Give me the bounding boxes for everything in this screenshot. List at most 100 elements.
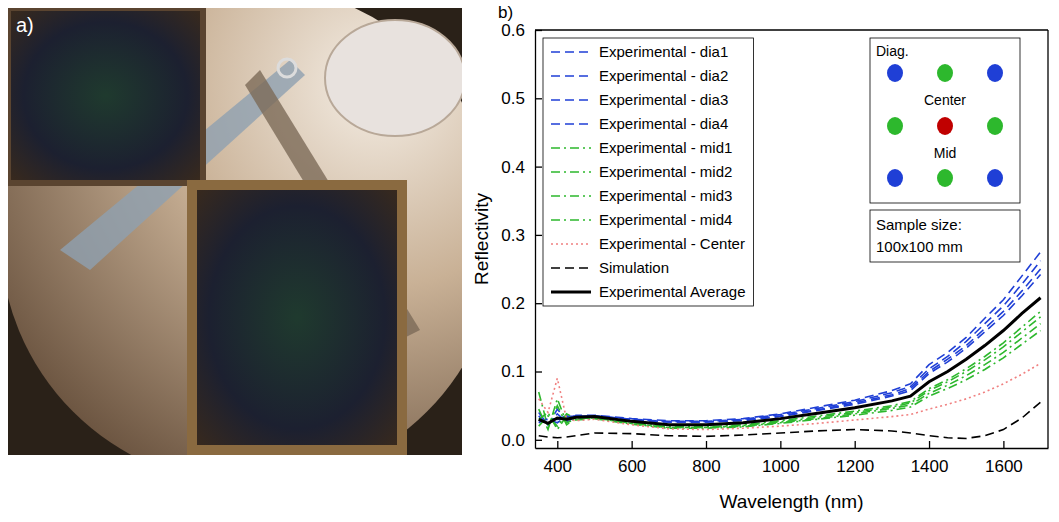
legend-label: Experimental - Center	[599, 235, 745, 252]
x-tick-mark	[632, 441, 633, 448]
x-tick-mark	[929, 441, 930, 448]
legend-swatch	[551, 291, 591, 294]
inset: Diag. Center Mid Sample size: 100x100 mm	[870, 38, 1020, 262]
x-tick-mark	[557, 441, 558, 448]
x-tick-label: 1600	[985, 457, 1023, 476]
position-dot	[937, 169, 953, 187]
y-tick: 0.5	[501, 89, 542, 108]
screw	[278, 59, 296, 77]
x-tick-label: 400	[544, 457, 572, 476]
chamber-plate	[8, 8, 462, 455]
legend-swatch	[551, 267, 591, 269]
photo-panel	[8, 8, 462, 455]
position-dot	[887, 169, 903, 187]
legend-swatch	[551, 219, 591, 221]
legend-swatch	[551, 147, 591, 149]
x-tick-mark	[706, 441, 707, 448]
y-tick: 0.3	[501, 226, 542, 245]
y-axis-title: Reflectivity	[471, 193, 492, 285]
legend-label: Experimental - mid3	[599, 187, 732, 204]
y-axis-line	[535, 31, 536, 449]
position-dot	[987, 64, 1003, 82]
y-tick-label: 0.4	[501, 158, 525, 177]
x-tick-label: 600	[618, 457, 646, 476]
legend-label: Experimental - dia1	[599, 43, 728, 60]
x-tick-mark	[780, 441, 781, 448]
x-axis-line	[536, 448, 1049, 449]
y-tick-mark	[535, 98, 542, 99]
x-tick-label: 1200	[836, 457, 874, 476]
panel-label: b)	[498, 3, 513, 22]
x-tick: 1200	[836, 441, 874, 476]
plot-frame	[1047, 30, 1048, 448]
legend-swatch	[551, 75, 591, 77]
sample-size-box	[870, 210, 1020, 262]
position-dot	[937, 64, 953, 82]
sample-large	[192, 185, 402, 450]
legend-label: Experimental - mid4	[599, 211, 732, 228]
position-dot	[987, 117, 1003, 135]
target-disc	[325, 20, 462, 136]
x-tick: 400	[544, 441, 572, 476]
y-tick-label: 0.0	[501, 431, 525, 450]
x-tick-mark	[1003, 441, 1004, 448]
y-tick-mark	[535, 303, 542, 304]
series-line	[539, 269, 1041, 425]
series-line	[539, 275, 1041, 423]
x-tick: 800	[692, 441, 720, 476]
figure: a)40060080010001200140016000.00.10.20.30…	[0, 0, 1059, 522]
inset-label: Center	[924, 92, 966, 108]
x-tick-label: 1400	[911, 457, 949, 476]
x-axis-title: Wavelength (nm)	[720, 491, 864, 512]
plot-frame	[535, 29, 1048, 30]
legend-label: Experimental - mid2	[599, 163, 732, 180]
position-dot	[887, 64, 903, 82]
y-tick-mark	[535, 440, 542, 441]
legend-swatch	[551, 51, 591, 53]
y-tick-label: 0.6	[501, 21, 525, 40]
series-line	[539, 298, 1041, 425]
y-tick-label: 0.5	[501, 89, 525, 108]
y-axis: 0.0 0.1 0.2 0.3 0.4 0.5 0.6	[501, 21, 542, 450]
legend-label: Experimental Average	[599, 283, 745, 300]
y-tick-mark	[535, 371, 542, 372]
sample-size-label: Sample size:	[876, 216, 962, 233]
y-tick-label: 0.1	[501, 362, 525, 381]
x-tick-label: 800	[692, 457, 720, 476]
y-tick: 0.1	[501, 362, 542, 381]
series-line	[539, 331, 1041, 430]
x-tick-mark	[855, 441, 856, 448]
x-tick: 600	[618, 441, 646, 476]
legend-label: Experimental - mid1	[599, 139, 732, 156]
inset-box	[870, 38, 1020, 203]
legend-swatch	[551, 243, 591, 245]
series-line	[539, 317, 1041, 428]
x-axis: 400 600 800 1000 1200 1400 1600	[536, 441, 1049, 476]
series-line	[539, 324, 1041, 428]
inset-label: Mid	[934, 145, 957, 161]
y-tick-label: 0.2	[501, 294, 525, 313]
y-tick-label: 0.3	[501, 226, 525, 245]
legend-swatch	[551, 195, 591, 197]
y-tick: 0.0	[501, 431, 542, 450]
y-tick: 0.4	[501, 158, 542, 177]
plot-background	[535, 30, 1048, 448]
x-tick-label: 1000	[762, 457, 800, 476]
x-tick: 1600	[985, 441, 1023, 476]
legend: Experimental - dia1 Experimental - dia2 Ex…	[543, 38, 753, 306]
sample-size-label: 100x100 mm	[876, 238, 963, 255]
legend-label: Experimental - dia4	[599, 115, 728, 132]
legend-label: Experimental - dia2	[599, 67, 728, 84]
x-tick: 1400	[911, 441, 949, 476]
y-tick-mark	[535, 166, 542, 167]
legend-label: Simulation	[599, 259, 669, 276]
legend-swatch	[551, 171, 591, 173]
y-tick: 0.2	[501, 294, 542, 313]
position-dot	[937, 117, 953, 135]
inset-label: Diag.	[876, 43, 909, 59]
y-tick-mark	[535, 235, 542, 236]
x-tick: 1000	[762, 441, 800, 476]
series-line	[539, 311, 1041, 429]
legend-swatch	[551, 99, 591, 101]
position-dot	[887, 117, 903, 135]
